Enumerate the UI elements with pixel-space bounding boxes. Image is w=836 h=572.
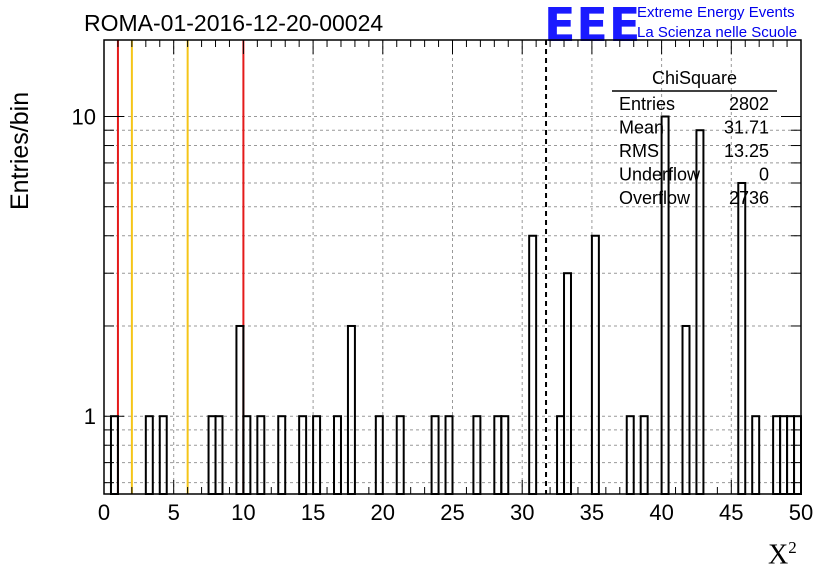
stats-value: 13.25 xyxy=(724,141,769,161)
stats-label: Underflow xyxy=(619,165,701,185)
x-tick-label: 25 xyxy=(440,500,464,525)
logo-line-2: La Scienza nelle Scuole xyxy=(637,24,798,41)
x-tick-label: 5 xyxy=(168,500,180,525)
histogram-bin xyxy=(695,129,705,495)
x-axis-label-superscript: 2 xyxy=(788,538,797,557)
histogram-bin xyxy=(235,324,245,496)
x-tick-label: 35 xyxy=(580,500,604,525)
x-tick-label: 20 xyxy=(371,500,395,525)
stats-value: 2736 xyxy=(729,188,769,208)
stats-label: Mean xyxy=(619,118,664,138)
histogram-bin xyxy=(528,234,538,495)
x-axis-label: X2 xyxy=(768,538,797,571)
histogram-bin xyxy=(590,234,600,495)
x-tick-label: 50 xyxy=(789,500,813,525)
histogram-bin xyxy=(563,272,572,496)
stats-box: ChiSquare Entries 2802 Mean 31.71 RMS 13.25 Und… xyxy=(612,68,777,208)
stats-title: ChiSquare xyxy=(652,68,737,88)
stats-label: RMS xyxy=(619,141,659,161)
x-tick-label: 10 xyxy=(231,500,255,525)
axis-ticks: 0 5 10 15 20 25 30 35 40 45 50 1 10 xyxy=(72,40,813,525)
stats-value: 2802 xyxy=(729,94,769,114)
stats-label: Entries xyxy=(619,94,675,114)
x-tick-label: 30 xyxy=(510,500,534,525)
y-tick-label: 1 xyxy=(84,404,96,429)
stats-value: 31.71 xyxy=(724,118,769,138)
plot-title: ROMA-01-2016-12-20-00024 xyxy=(84,10,384,36)
histogram-bin xyxy=(737,181,747,495)
histogram-bin xyxy=(681,324,691,496)
stats-value: 0 xyxy=(759,165,769,185)
x-tick-label: 45 xyxy=(719,500,743,525)
reference-lines xyxy=(116,40,548,494)
logo-line-1: Extreme Energy Events xyxy=(637,4,795,21)
x-tick-label: 15 xyxy=(301,500,325,525)
y-tick-label: 10 xyxy=(72,105,96,130)
stats-label: Overflow xyxy=(619,188,691,208)
histogram-bin xyxy=(346,324,356,496)
x-tick-label: 0 xyxy=(98,500,110,525)
x-tick-label: 40 xyxy=(649,500,673,525)
x-axis-label-base: X xyxy=(768,539,789,571)
